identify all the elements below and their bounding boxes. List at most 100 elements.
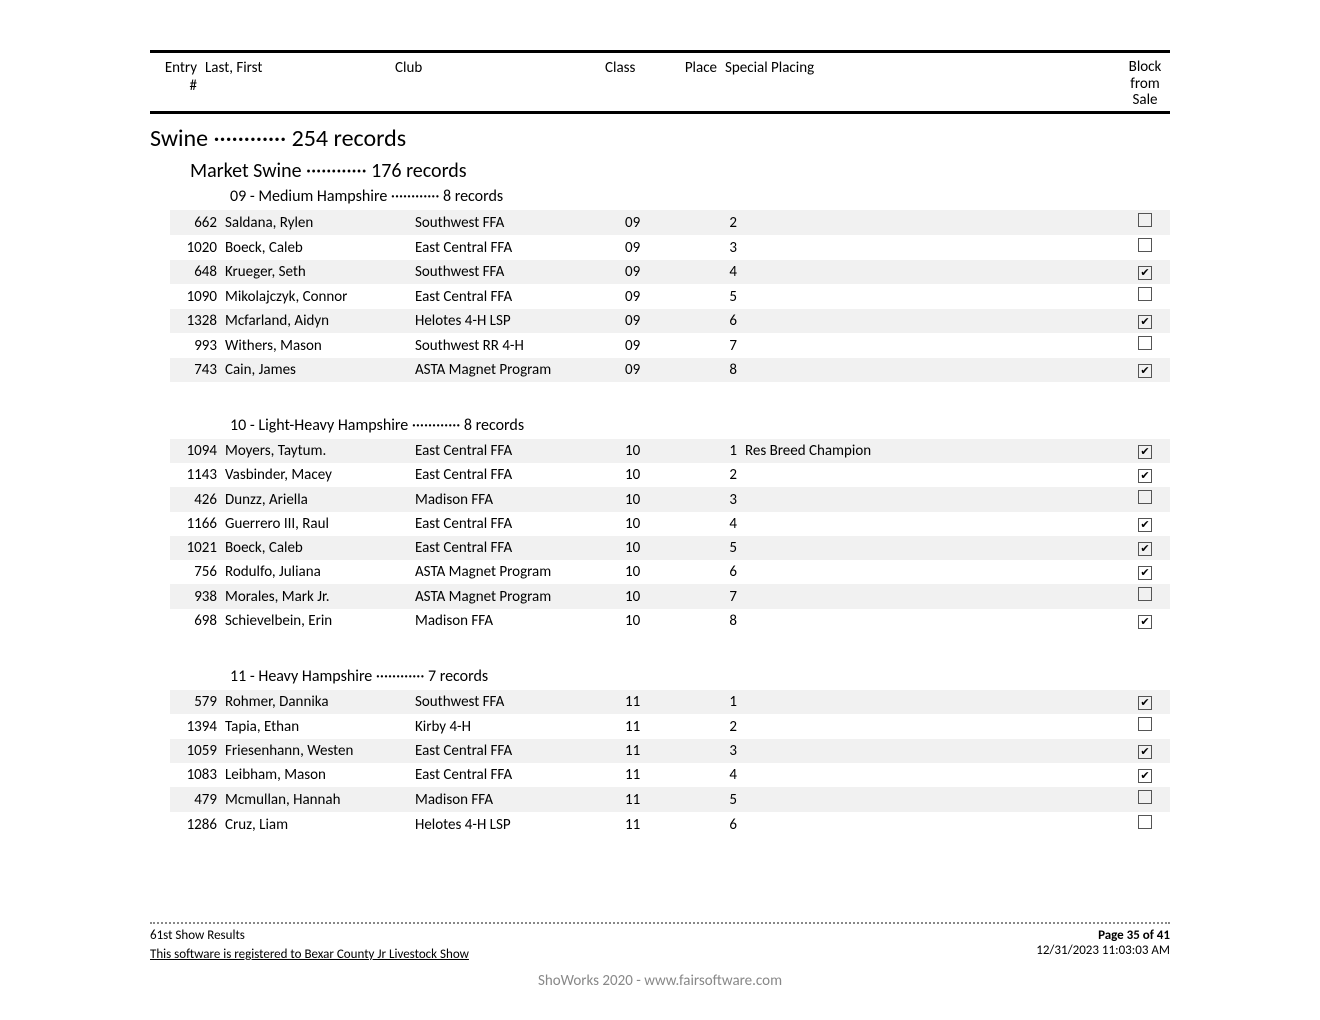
cell-class: 10 <box>625 442 695 460</box>
block-checkbox[interactable] <box>1138 542 1152 556</box>
cell-place: 4 <box>695 515 745 533</box>
cell-entry: 1021 <box>170 539 225 557</box>
block-checkbox[interactable] <box>1138 696 1152 710</box>
cell-name: Morales, Mark Jr. <box>225 588 415 606</box>
cell-club: East Central FFA <box>415 288 625 306</box>
block-checkbox[interactable] <box>1138 445 1152 459</box>
cell-place: 5 <box>695 288 745 306</box>
block-checkbox[interactable] <box>1138 315 1152 329</box>
cell-name: Cruz, Liam <box>225 816 415 834</box>
table-row: 479Mcmullan, HannahMadison FFA115 <box>170 787 1170 812</box>
cell-entry: 698 <box>170 612 225 630</box>
cell-entry: 1020 <box>170 239 225 257</box>
cell-club: Madison FFA <box>415 612 625 630</box>
cell-name: Friesenhann, Westen <box>225 742 415 760</box>
cell-place: 5 <box>695 539 745 557</box>
cell-class: 10 <box>625 588 695 606</box>
class-rows: 662Saldana, RylenSouthwest FFA0921020Boe… <box>170 210 1170 382</box>
header-entry: Entry # <box>150 59 205 105</box>
cell-block <box>1120 336 1170 355</box>
cell-name: Rodulfo, Juliana <box>225 563 415 581</box>
block-checkbox[interactable] <box>1138 790 1152 804</box>
cell-class: 10 <box>625 563 695 581</box>
footer-border <box>150 922 1170 924</box>
cell-class: 11 <box>625 791 695 809</box>
cell-place: 3 <box>695 742 745 760</box>
cell-place: 8 <box>695 361 745 379</box>
class-rows: 579Rohmer, DannikaSouthwest FFA1111394Ta… <box>170 690 1170 837</box>
cell-name: Mcmullan, Hannah <box>225 791 415 809</box>
cell-club: Helotes 4-H LSP <box>415 312 625 330</box>
block-checkbox[interactable] <box>1138 566 1152 580</box>
cell-block <box>1120 790 1170 809</box>
cell-class: 09 <box>625 288 695 306</box>
cell-class: 09 <box>625 312 695 330</box>
class-title: 11 - Heavy Hampshire ············ 7 reco… <box>230 667 1170 686</box>
header-club: Club <box>395 59 605 105</box>
block-checkbox[interactable] <box>1138 815 1152 829</box>
class-title: 09 - Medium Hampshire ············ 8 rec… <box>230 187 1170 206</box>
block-checkbox[interactable] <box>1138 490 1152 504</box>
section-gap <box>150 382 1170 412</box>
cell-class: 09 <box>625 263 695 281</box>
cell-name: Leibham, Mason <box>225 766 415 784</box>
block-checkbox[interactable] <box>1138 336 1152 350</box>
cell-entry: 1166 <box>170 515 225 533</box>
block-checkbox[interactable] <box>1138 287 1152 301</box>
cell-place: 1 <box>695 442 745 460</box>
cell-club: Southwest RR 4-H <box>415 337 625 355</box>
block-checkbox[interactable] <box>1138 213 1152 227</box>
cell-class: 09 <box>625 337 695 355</box>
cell-block <box>1120 213 1170 232</box>
cell-name: Krueger, Seth <box>225 263 415 281</box>
block-checkbox[interactable] <box>1138 364 1152 378</box>
cell-club: Madison FFA <box>415 491 625 509</box>
block-checkbox[interactable] <box>1138 769 1152 783</box>
header-block-line1: Block <box>1129 59 1162 76</box>
cell-club: East Central FFA <box>415 742 625 760</box>
block-checkbox[interactable] <box>1138 518 1152 532</box>
cell-place: 2 <box>695 214 745 232</box>
header-entry-text: Entry <box>165 59 197 77</box>
cell-entry: 743 <box>170 361 225 379</box>
footer-software: ShoWorks 2020 - www.fairsoftware.com <box>150 972 1170 990</box>
block-checkbox[interactable] <box>1138 615 1152 629</box>
table-row: 662Saldana, RylenSouthwest FFA092 <box>170 210 1170 235</box>
cell-entry: 938 <box>170 588 225 606</box>
cell-entry: 1328 <box>170 312 225 330</box>
cell-name: Rohmer, Dannika <box>225 693 415 711</box>
cell-block <box>1120 815 1170 834</box>
header-block: Block from Sale <box>1120 59 1170 105</box>
cell-class: 11 <box>625 766 695 784</box>
cell-name: Saldana, Rylen <box>225 214 415 232</box>
block-checkbox[interactable] <box>1138 717 1152 731</box>
block-checkbox[interactable] <box>1138 238 1152 252</box>
cell-place: 7 <box>695 337 745 355</box>
header-entry-hash: # <box>190 77 197 95</box>
table-row: 993Withers, MasonSouthwest RR 4-H097 <box>170 333 1170 358</box>
cell-club: ASTA Magnet Program <box>415 588 625 606</box>
block-checkbox[interactable] <box>1138 587 1152 601</box>
table-row: 1166Guerrero III, RaulEast Central FFA10… <box>170 512 1170 536</box>
cell-entry: 662 <box>170 214 225 232</box>
table-row: 1090Mikolajczyk, ConnorEast Central FFA0… <box>170 284 1170 309</box>
table-row: 579Rohmer, DannikaSouthwest FFA111 <box>170 690 1170 714</box>
cell-place: 8 <box>695 612 745 630</box>
block-checkbox[interactable] <box>1138 266 1152 280</box>
classes-container: 09 - Medium Hampshire ············ 8 rec… <box>150 187 1170 837</box>
table-row: 648Krueger, SethSouthwest FFA094 <box>170 260 1170 284</box>
cell-block <box>1120 515 1170 533</box>
block-checkbox[interactable] <box>1138 469 1152 483</box>
cell-entry: 426 <box>170 491 225 509</box>
cell-name: Moyers, Taytum. <box>225 442 415 460</box>
cell-block <box>1120 442 1170 460</box>
cell-block <box>1120 612 1170 630</box>
cell-name: Cain, James <box>225 361 415 379</box>
header-special: Special Placing <box>725 59 975 105</box>
cell-club: Madison FFA <box>415 791 625 809</box>
cell-name: Tapia, Ethan <box>225 718 415 736</box>
block-checkbox[interactable] <box>1138 745 1152 759</box>
cell-class: 10 <box>625 612 695 630</box>
table-row: 1328Mcfarland, AidynHelotes 4-H LSP096 <box>170 309 1170 333</box>
footer-timestamp: 12/31/2023 11:03:03 AM <box>1036 943 1170 962</box>
